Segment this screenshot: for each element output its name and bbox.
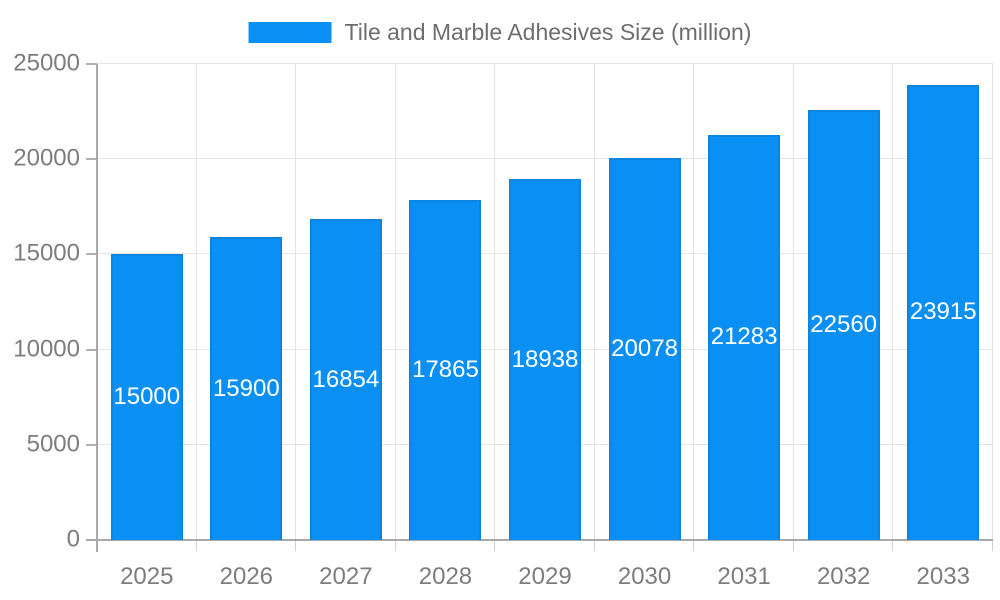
x-tick-mark xyxy=(892,540,894,551)
bar-value-label: 23915 xyxy=(909,298,977,326)
x-gridline xyxy=(195,64,197,540)
bar-value-label: 15900 xyxy=(212,374,280,402)
x-tick-mark xyxy=(295,540,297,551)
bar-value-label: 22560 xyxy=(810,311,878,339)
legend[interactable]: Tile and Marble Adhesives Size (million) xyxy=(248,19,752,46)
bar-value-label: 17865 xyxy=(412,355,479,383)
y-tick-mark xyxy=(86,253,97,256)
y-gridline xyxy=(97,63,993,64)
x-gridline xyxy=(892,64,894,540)
bar xyxy=(608,157,681,540)
x-gridline xyxy=(593,64,595,540)
y-tick-mark xyxy=(86,348,97,351)
bar-value-label: 15000 xyxy=(113,383,181,411)
x-tick-mark xyxy=(195,540,197,551)
x-gridline xyxy=(792,64,794,540)
x-tick-label: 2030 xyxy=(617,563,672,590)
y-tick-label: 10000 xyxy=(13,335,80,363)
legend-label: Tile and Marble Adhesives Size (million) xyxy=(344,19,752,45)
x-tick-label: 2026 xyxy=(219,563,274,590)
bar-value-label: 21283 xyxy=(710,323,778,351)
legend-swatch xyxy=(248,22,332,43)
y-tick-label: 20000 xyxy=(13,144,80,172)
bar-value-label: 18938 xyxy=(511,345,579,373)
x-axis-line xyxy=(86,539,993,541)
x-tick-label: 2031 xyxy=(717,563,771,590)
bar-value-label: 20078 xyxy=(611,334,678,362)
bar xyxy=(409,199,482,540)
y-tick-label: 25000 xyxy=(13,49,80,77)
y-tick-mark xyxy=(86,158,97,161)
x-gridline xyxy=(394,64,396,540)
bar xyxy=(907,84,980,540)
x-tick-label: 2033 xyxy=(916,563,970,590)
x-gridline xyxy=(494,64,496,540)
x-gridline xyxy=(693,64,695,540)
x-gridline xyxy=(992,64,993,540)
x-tick-mark xyxy=(992,540,993,551)
x-tick-label: 2025 xyxy=(120,563,174,590)
y-tick-label: 0 xyxy=(66,525,80,553)
bar xyxy=(807,110,880,540)
x-tick-mark xyxy=(494,540,496,551)
y-tick-label: 5000 xyxy=(26,430,80,458)
bar xyxy=(509,179,581,540)
bar xyxy=(309,219,382,540)
x-tick-mark xyxy=(394,540,396,551)
x-tick-mark xyxy=(693,540,695,551)
x-tick-label: 2032 xyxy=(816,563,871,590)
x-tick-label: 2028 xyxy=(418,563,473,590)
y-tick-label: 15000 xyxy=(13,239,80,267)
bar xyxy=(110,254,183,540)
bar xyxy=(210,237,283,540)
x-tick-mark xyxy=(593,540,595,551)
bar-value-label: 16854 xyxy=(312,365,380,393)
x-tick-label: 2027 xyxy=(319,563,373,590)
y-tick-mark xyxy=(86,63,97,65)
y-gridline xyxy=(97,158,993,160)
x-tick-label: 2029 xyxy=(518,563,572,590)
x-gridline xyxy=(295,64,297,540)
y-axis-line xyxy=(96,64,98,552)
bar xyxy=(708,134,781,540)
x-tick-mark xyxy=(792,540,794,551)
y-tick-mark xyxy=(86,443,97,446)
